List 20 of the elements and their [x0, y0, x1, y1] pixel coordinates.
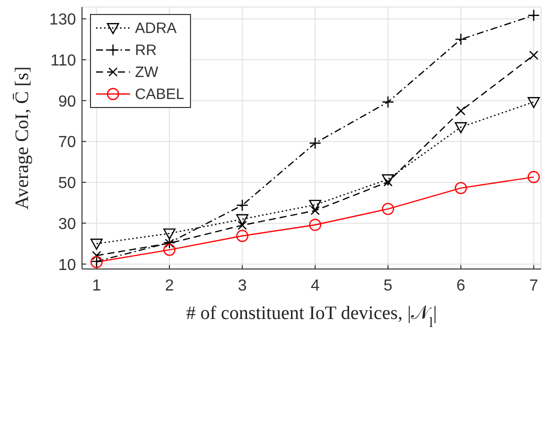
x-tick-label: 1	[92, 277, 102, 294]
y-tick-label: 70	[58, 134, 76, 152]
y-tick-label: 50	[58, 175, 76, 192]
y-tick-label: 90	[58, 93, 76, 110]
x-axis-title: # of constituent IoT devices, |𝒩$_{l}$|	[186, 303, 437, 331]
x-tick-label: 2	[164, 277, 174, 294]
legend-label: CABEL	[135, 86, 184, 102]
x-tick-label: 5	[384, 277, 393, 294]
x-tick-label: 3	[238, 277, 247, 294]
x-tick-label: 6	[456, 277, 466, 294]
legend-label: RR	[135, 42, 157, 58]
y-tick-label: 10	[58, 256, 76, 274]
x-tick-label: 4	[310, 277, 320, 294]
legend-label: ZW	[135, 64, 158, 80]
y-tick-label: 30	[58, 216, 76, 233]
y-tick-label: 130	[49, 12, 76, 29]
x-tick-label: 7	[529, 277, 538, 294]
y-tick-label: 110	[50, 52, 76, 70]
legend-label: ADRA	[135, 20, 177, 36]
y-axis-title: Average CoI, C̄ [s]	[12, 66, 33, 210]
